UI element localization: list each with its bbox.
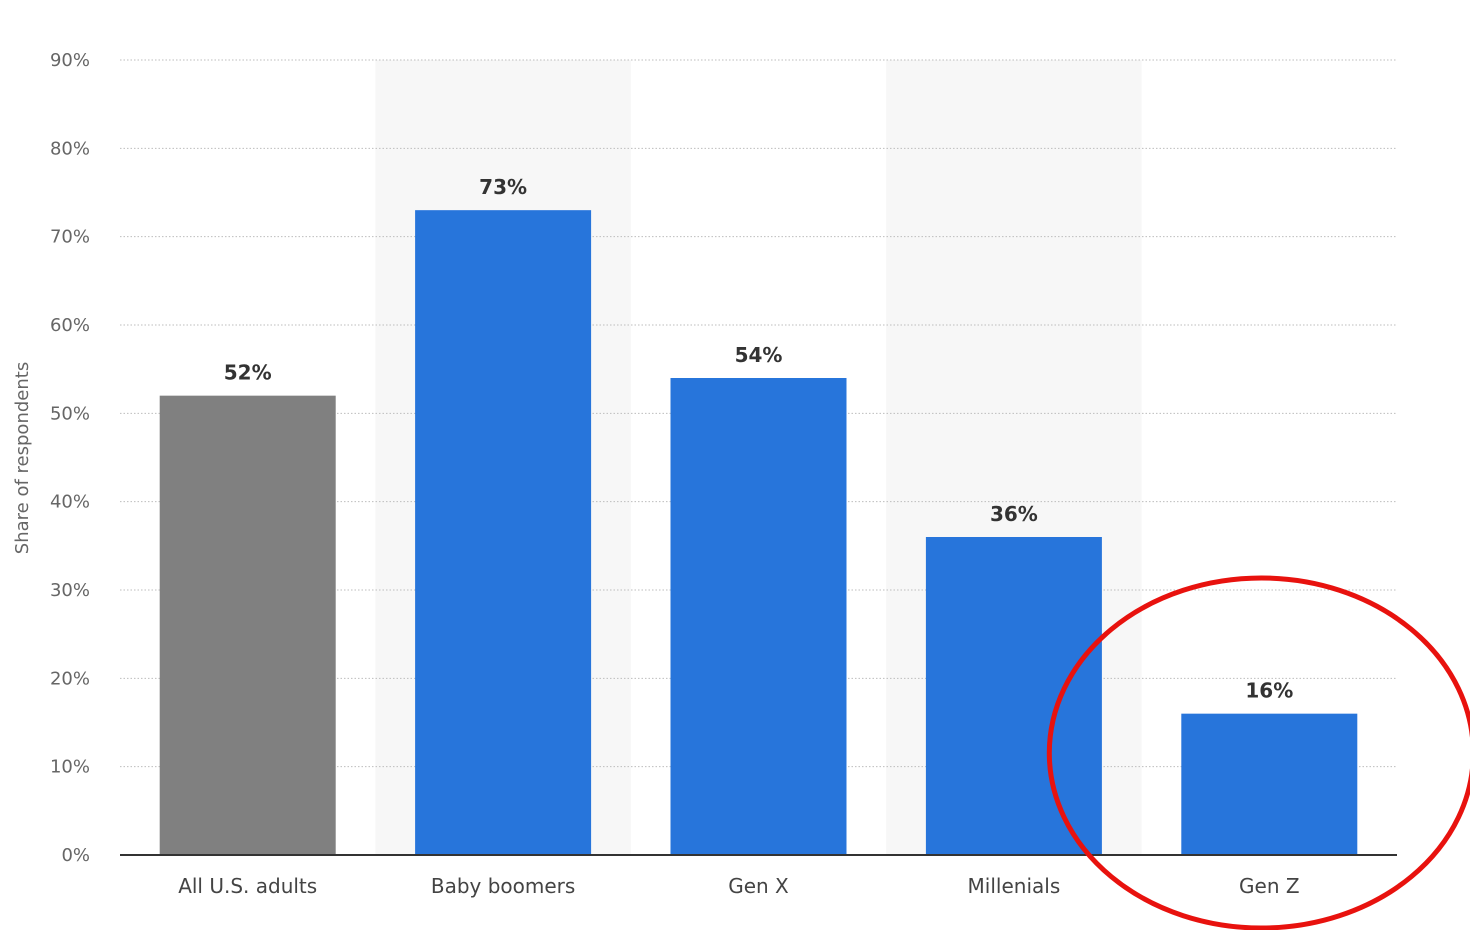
x-category-label: Gen X — [728, 874, 789, 898]
y-tick-label: 50% — [50, 403, 90, 424]
bars — [159, 210, 1358, 855]
data-label: 73% — [479, 175, 527, 199]
bar-gen-z — [1181, 713, 1358, 855]
y-axis-label: Share of respondents — [12, 362, 33, 554]
y-tick-label: 70% — [50, 227, 90, 248]
y-tick-label: 10% — [50, 757, 90, 778]
data-labels: 52% 73% 54% 36% 16% — [224, 175, 1293, 703]
highlight-annotation — [1046, 575, 1470, 931]
x-axis-categories: All U.S. adults Baby boomers Gen X Millenia… — [178, 874, 1299, 898]
y-tick-label: 30% — [50, 580, 90, 601]
x-category-label: All U.S. adults — [178, 874, 317, 898]
bar-baby-boomers — [415, 210, 592, 855]
y-axis-ticks: 0% 10% 20% 30% 40% 50% 60% 70% 80% 90% — [50, 50, 90, 866]
bar-millenials — [925, 537, 1102, 855]
data-label: 16% — [1245, 679, 1293, 703]
y-tick-label: 20% — [50, 668, 90, 689]
data-label: 54% — [735, 343, 783, 367]
y-tick-label: 80% — [50, 138, 90, 159]
x-category-label: Baby boomers — [431, 874, 575, 898]
data-label: 52% — [224, 361, 272, 385]
bar-all-u-s-adults — [159, 395, 336, 855]
y-tick-label: 40% — [50, 492, 90, 513]
x-category-label: Gen Z — [1239, 874, 1300, 898]
y-tick-label: 90% — [50, 50, 90, 71]
x-category-label: Millenials — [968, 874, 1061, 898]
data-label: 36% — [990, 502, 1038, 526]
y-tick-label: 0% — [61, 845, 90, 866]
bar-gen-x — [670, 378, 847, 855]
y-tick-label: 60% — [50, 315, 90, 336]
highlight-ellipse — [1046, 575, 1470, 931]
